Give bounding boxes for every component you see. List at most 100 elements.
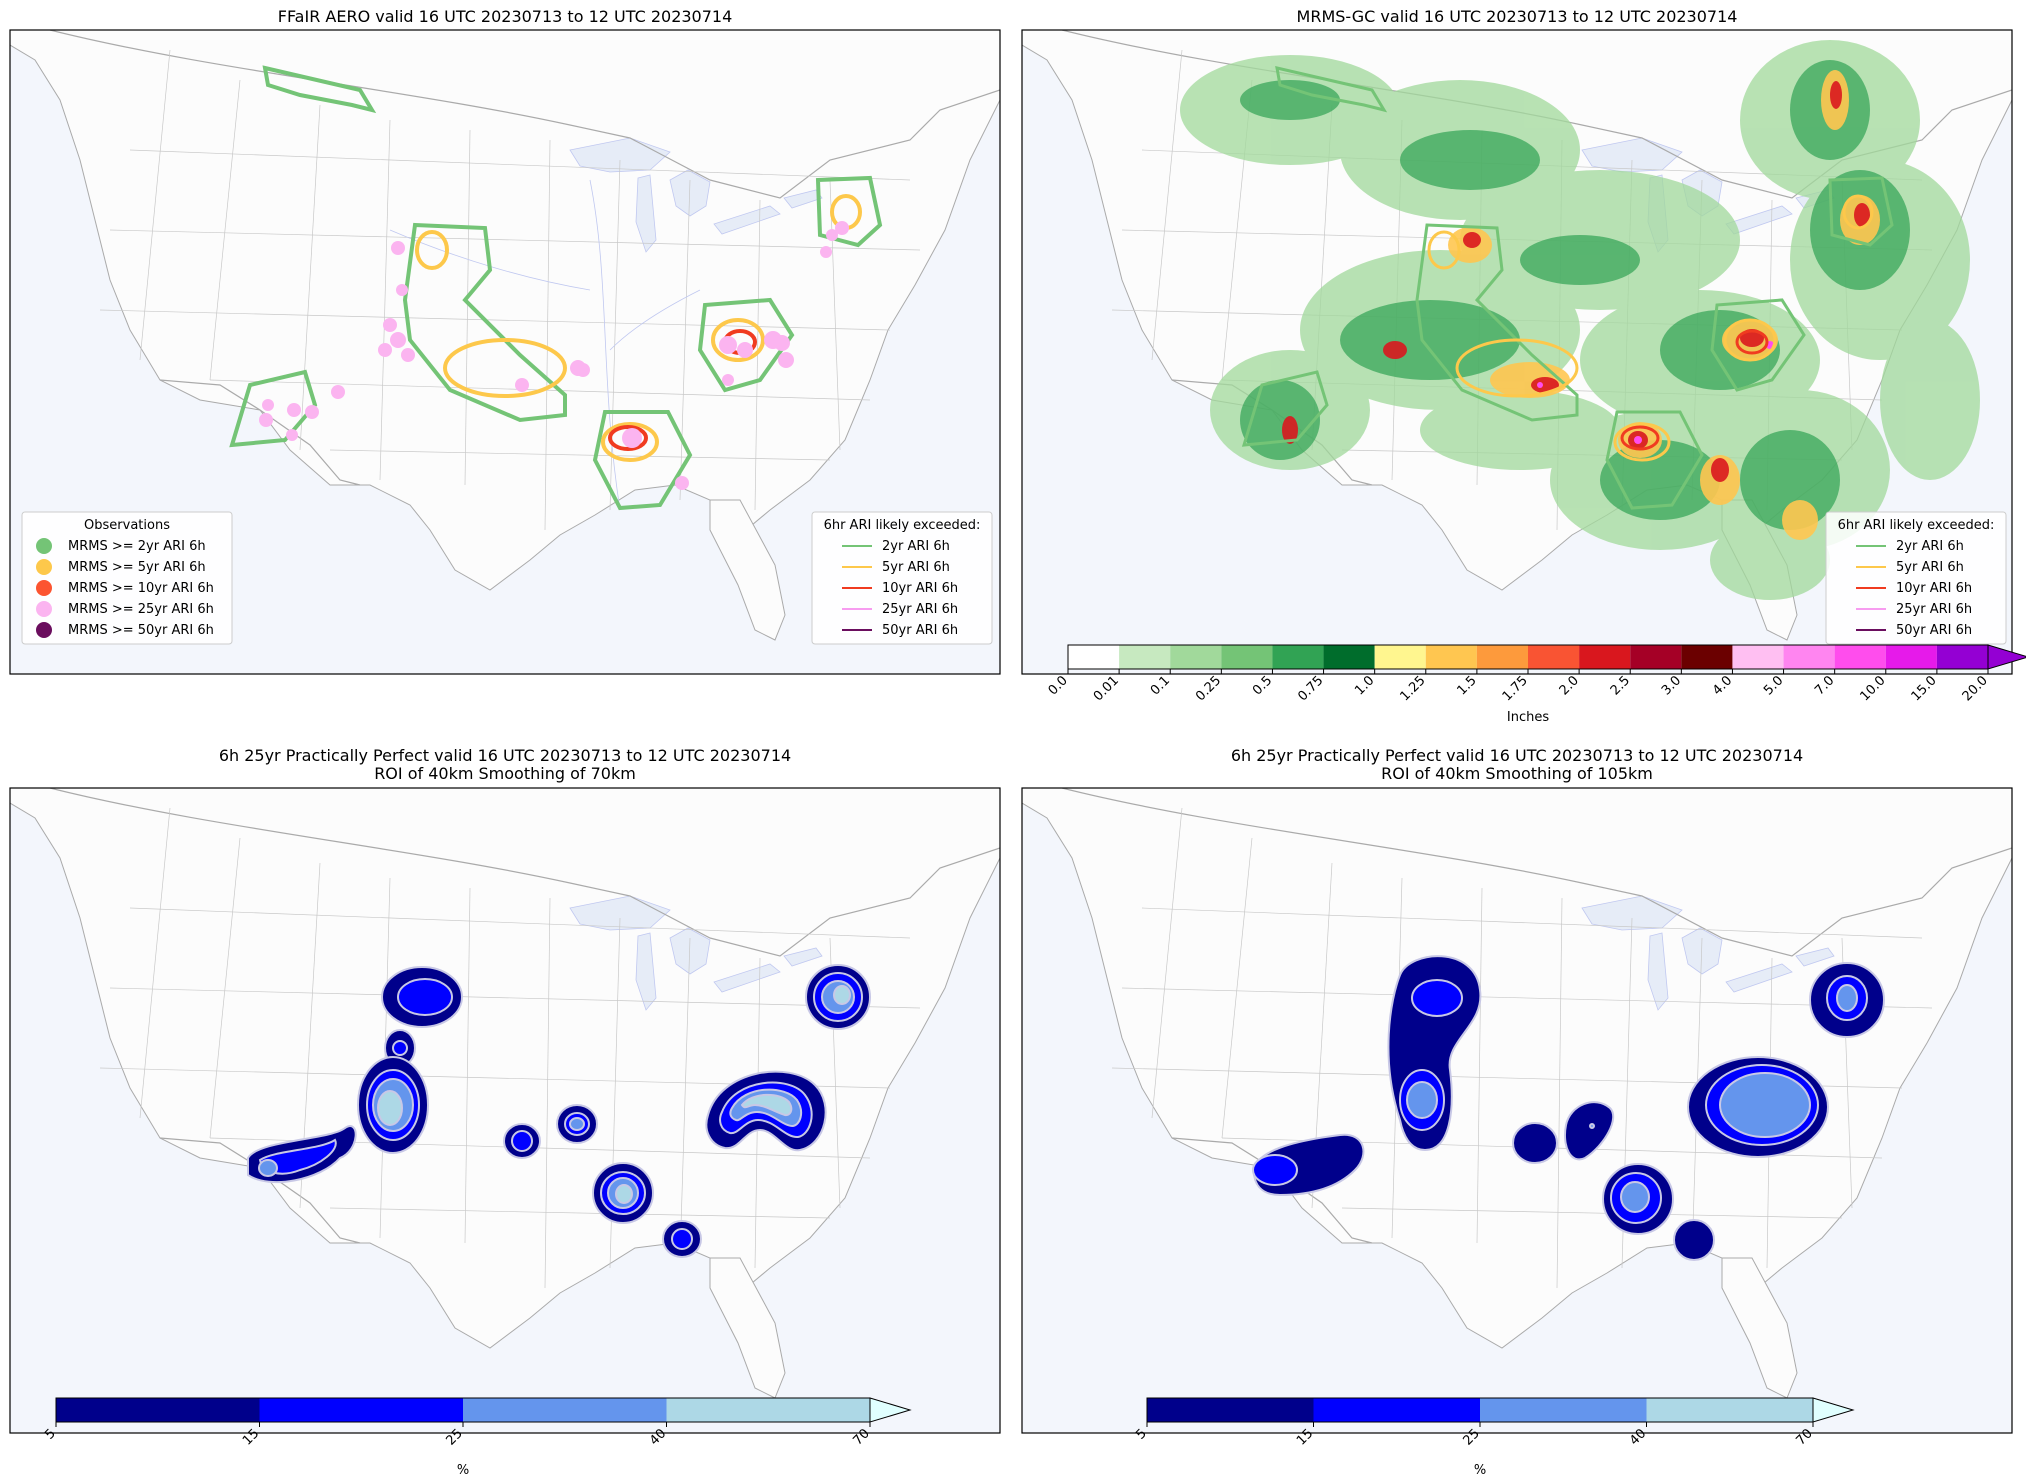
colorbar-segment (1936, 645, 1988, 669)
legend-label: MRMS >= 10yr ARI 6h (68, 581, 214, 596)
colorbar-segment (1272, 645, 1324, 669)
colorbar-segment (1885, 645, 1937, 669)
mexico-border (159, 379, 361, 486)
colorbar-label: % (1474, 1463, 1486, 1475)
blob (1687, 1056, 1829, 1158)
colorbar-segment (1374, 645, 1426, 669)
colorbar-segment (463, 1398, 667, 1422)
contour-5yr-ohio (711, 318, 765, 362)
canada-border (1061, 788, 2012, 957)
land (10, 30, 1000, 591)
canada-border (49, 30, 1000, 199)
colorbar-tick-label: 0.5 (1250, 673, 1275, 698)
legend-label: MRMS >= 5yr ARI 6h (68, 560, 206, 575)
canada-border (49, 788, 1000, 957)
panel-mrms-gc: MRMS-GC valid 16 UTC 20230713 to 12 UTC … (1021, 7, 2026, 725)
contour-5yr-northeast (1842, 194, 1874, 230)
colorbar-tick-label: 1.5 (1454, 673, 1479, 698)
panel-ffair-aero: FFaIR AERO valid 16 UTC 20230713 to 12 U… (9, 7, 1001, 675)
probability-field (247, 964, 871, 1258)
observation-markers (259, 221, 849, 490)
blob (1602, 1163, 1674, 1235)
legend-entry: 50yr ARI 6h (1856, 623, 1972, 638)
colorbar-segment (1147, 1398, 1314, 1422)
blob (592, 1162, 654, 1224)
colorbar-segment (666, 1398, 870, 1422)
contour-5yr-south (1613, 422, 1671, 462)
legend-entry: MRMS >= 5yr ARI 6h (36, 559, 206, 575)
colorbar-tick-label: 1.25 (1398, 673, 1429, 704)
colorbar-segment (1313, 1398, 1480, 1422)
rivers (389, 179, 701, 511)
colorbar-segment (1681, 645, 1733, 669)
contour-2yr-southwest (229, 369, 318, 448)
colorbar-tick-label: 3.0 (1659, 673, 1684, 698)
legend-entry: MRMS >= 25yr ARI 6h (36, 601, 214, 617)
blob (503, 1123, 541, 1159)
panel-practically-perfect-105km: 6h 25yr Practically Perfect valid 16 UTC… (1021, 746, 2013, 1475)
contour-5yr-dakota (1427, 230, 1461, 270)
ari-forecast-contours (1241, 66, 1894, 510)
colorbar-tick-label: 0.25 (1193, 673, 1224, 704)
legend-label: MRMS >= 2yr ARI 6h (68, 539, 206, 554)
legend-label: 2yr ARI 6h (1896, 539, 1964, 554)
basemap (1022, 788, 2012, 1433)
contour-2yr-northeast (815, 175, 883, 248)
colorbar-segment (1170, 645, 1222, 669)
blob (1564, 1101, 1615, 1161)
colorbar-tick-label: 0.75 (1295, 673, 1326, 704)
colorbar-label: % (457, 1463, 469, 1475)
colorbar-segment (1834, 645, 1886, 669)
contour-10yr-ohio (1735, 329, 1769, 355)
blob (357, 1056, 429, 1154)
contour-2yr-southwest (1241, 370, 1329, 447)
legend-entry: 5yr ARI 6h (1856, 560, 1964, 575)
panel-title: FFaIR AERO valid 16 UTC 20230713 to 12 U… (278, 7, 733, 26)
basemap (10, 788, 1000, 1433)
colorbar-percent: 5 15 25 40 70% (1133, 1397, 1855, 1475)
blob (1387, 955, 1482, 1152)
legend-marker (36, 580, 52, 596)
panel-subtitle: ROI of 40km Smoothing of 70km (374, 764, 636, 783)
panel-practically-perfect-70km: 6h 25yr Practically Perfect valid 16 UTC… (9, 746, 1001, 1475)
contour-5yr-kansas (1455, 338, 1579, 398)
contour-2yr-northeast (1828, 176, 1894, 247)
colorbar-tick-label: 5.0 (1761, 673, 1786, 698)
colorbar-inches: 0.0 0.01 0.1 0.25 0.5 0.75 1.0 1.25 1.5 1.75 2.0 2.… (1046, 644, 2026, 725)
florida (709, 499, 786, 641)
legend-label: 2yr ARI 6h (882, 539, 950, 554)
blob (705, 1070, 827, 1152)
colorbar-tick-label: 4.0 (1710, 673, 1735, 698)
colorbar-percent: 5 15 25 40 70% (42, 1397, 912, 1475)
legend-entry: 10yr ARI 6h (1856, 581, 1972, 596)
colorbar-segment (1480, 1398, 1647, 1422)
moderate-precip (1240, 60, 1910, 530)
legend-label: 25yr ARI 6h (1896, 602, 1972, 617)
precip-field (1180, 40, 1980, 600)
blob (247, 1125, 357, 1184)
legend-title: 6hr ARI likely exceeded: (1838, 518, 1995, 533)
axes-frame (1021, 29, 2013, 675)
intense-precip (1282, 81, 1870, 482)
contour-10yr-south (1620, 425, 1660, 451)
legend-title: 6hr ARI likely exceeded: (824, 518, 981, 533)
contour-5yr-ohio (1723, 318, 1777, 362)
blob (1512, 1122, 1558, 1164)
colorbar-tick-label: 1.0 (1352, 673, 1377, 698)
blob (381, 966, 463, 1028)
panel-subtitle: ROI of 40km Smoothing of 105km (1381, 764, 1653, 783)
panel-title: MRMS-GC valid 16 UTC 20230713 to 12 UTC … (1297, 7, 1738, 26)
blob (1252, 1133, 1365, 1197)
panel-title: 6h 25yr Practically Perfect valid 16 UTC… (1231, 746, 1803, 765)
legend-marker (36, 601, 52, 617)
blob (805, 964, 871, 1030)
axes-frame (1021, 787, 2013, 1434)
legend-observations: Observations MRMS >= 2yr ARI 6h MRMS >= … (21, 511, 233, 645)
legend-label: 25yr ARI 6h (882, 602, 958, 617)
blob (662, 1220, 702, 1258)
legend-entry: 2yr ARI 6h (1856, 539, 1964, 554)
colorbar-tick-label: 15.0 (1909, 673, 1940, 704)
blob (1809, 962, 1885, 1038)
contour-10yr-south (608, 425, 648, 451)
